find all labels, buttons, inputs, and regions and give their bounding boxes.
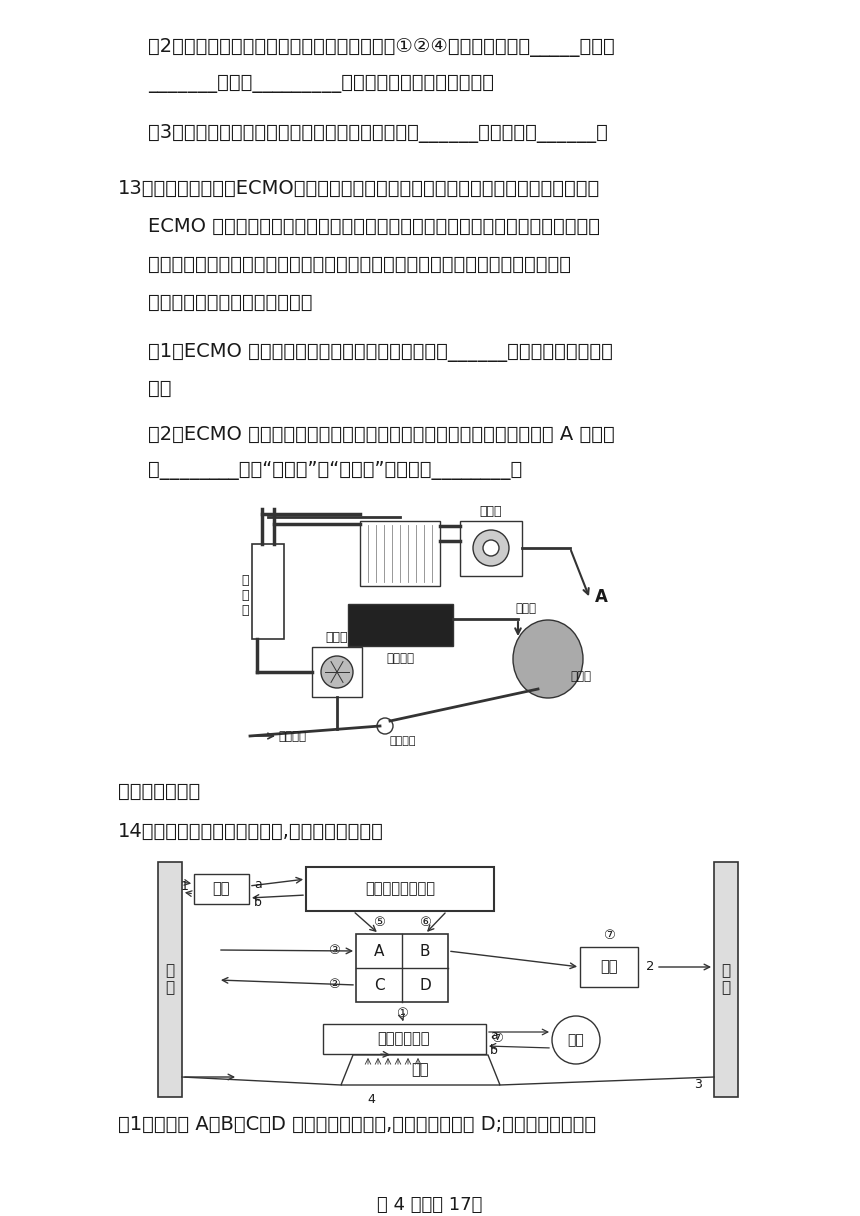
Text: 三、实验探究题: 三、实验探究题 xyxy=(118,782,200,801)
Text: _______系统、_________系统和循环系统这四个系统；: _______系统、_________系统和循环系统这四个系统； xyxy=(148,74,494,92)
Text: 第 4 页，公 17页: 第 4 页，公 17页 xyxy=(378,1197,482,1214)
Bar xyxy=(460,520,522,576)
Text: a: a xyxy=(254,878,261,891)
Text: 氧
合
器: 氧 合 器 xyxy=(242,574,249,617)
Text: （3）通过肺进入血液中的物质最终随血液循环到达______，其作用是______。: （3）通过肺进入血液中的物质最终随血液循环到达______，其作用是______… xyxy=(148,124,608,143)
Text: 小肠: 小肠 xyxy=(411,1063,429,1077)
Text: ①: ① xyxy=(396,1007,408,1020)
Text: ⑥: ⑥ xyxy=(419,916,431,929)
Text: 肺静脉: 肺静脉 xyxy=(570,670,591,683)
Text: （2）与人体细胞的代谢有直接关系的是：图中①②④分别代表人体的_____系统、: （2）与人体细胞的代谢有直接关系的是：图中①②④分别代表人体的_____系统、 xyxy=(148,38,615,57)
Ellipse shape xyxy=(513,620,583,698)
Text: ⑦: ⑦ xyxy=(603,929,615,942)
Text: 肾脏: 肾脏 xyxy=(600,959,617,974)
Text: A: A xyxy=(595,589,608,606)
Text: （1）ECMO 技术主要设备中的氧合器替代的是人体______（填器官名称）的功: （1）ECMO 技术主要设备中的氧合器替代的是人体______（填器官名称）的功 xyxy=(148,343,613,362)
Text: 肺部周围毛细血管: 肺部周围毛细血管 xyxy=(365,882,435,896)
Bar xyxy=(158,862,182,1097)
Text: 能。: 能。 xyxy=(148,379,171,398)
Text: b: b xyxy=(490,1045,498,1057)
Text: a: a xyxy=(490,1029,498,1042)
Text: （1）若图中 A、B、C、D 表示心脏的四个腔,其中壁最厚的是 D;在心房和心室之间: （1）若图中 A、B、C、D 表示心脏的四个腔,其中壁最厚的是 D;在心房和心室… xyxy=(118,1115,596,1135)
Circle shape xyxy=(552,1017,600,1064)
Bar xyxy=(356,934,448,1002)
Text: 13．新冠疫情期间，ECMO（体外肺膜氧合）技术的使用挤救了许多危重患者的生命。: 13．新冠疫情期间，ECMO（体外肺膜氧合）技术的使用挤救了许多危重患者的生命。 xyxy=(118,179,600,198)
Text: 3: 3 xyxy=(694,1079,702,1092)
Text: 外
界: 外 界 xyxy=(722,963,730,995)
Text: 接________（填“肺静脉”或“主动脉”）依据是________。: 接________（填“肺静脉”或“主动脉”）依据是________。 xyxy=(148,461,522,480)
Text: 上腔静脉: 上腔静脉 xyxy=(390,736,416,745)
Circle shape xyxy=(473,530,509,565)
Text: ②: ② xyxy=(328,979,340,991)
Text: 监测系统、医用物理升温仪等。: 监测系统、医用物理升温仪等。 xyxy=(148,293,312,313)
Bar xyxy=(323,1024,486,1054)
Text: B: B xyxy=(420,944,430,958)
Text: ECMO 技术的原理是将体内的静脉血引出体外，经过氧合器交换气体后注入病人的: ECMO 技术的原理是将体内的静脉血引出体外，经过氧合器交换气体后注入病人的 xyxy=(148,216,600,236)
Text: 肺泡: 肺泡 xyxy=(212,882,230,896)
Bar xyxy=(252,544,284,638)
Text: b: b xyxy=(254,896,262,910)
Bar xyxy=(714,862,738,1097)
Text: A: A xyxy=(374,944,384,958)
Bar xyxy=(306,867,494,911)
Text: 静脉或动脉，起到部分心肺替代作用，其主要设备包括氧合器、氧气泵、动力泵、: 静脉或动脉，起到部分心肺替代作用，其主要设备包括氧合器、氧气泵、动力泵、 xyxy=(148,255,571,274)
Bar xyxy=(580,947,638,987)
Text: 热交换器: 热交换器 xyxy=(386,652,414,665)
Text: 1: 1 xyxy=(181,880,189,894)
Text: 动力泵: 动力泵 xyxy=(326,631,348,644)
Text: （2）ECMO 技术在挤救心脏和肺功能衰竭的病人生命时（如图），导管 A 端应连: （2）ECMO 技术在挤救心脏和肺功能衰竭的病人生命时（如图），导管 A 端应连 xyxy=(148,426,615,444)
Circle shape xyxy=(377,717,393,734)
Text: 血流方向: 血流方向 xyxy=(278,730,306,743)
Text: ⑦: ⑦ xyxy=(491,1032,503,1046)
Text: 2: 2 xyxy=(646,961,654,974)
Circle shape xyxy=(321,655,353,688)
Polygon shape xyxy=(341,1055,500,1085)
Text: ⑤: ⑤ xyxy=(373,916,385,929)
Bar xyxy=(194,874,249,903)
Text: 组织毛细血管: 组织毛细血管 xyxy=(378,1031,430,1047)
Bar xyxy=(348,604,453,646)
Text: 14．如图表示的部分生理过程,请分析回答问题。: 14．如图表示的部分生理过程,请分析回答问题。 xyxy=(118,822,384,841)
Circle shape xyxy=(483,540,499,556)
Text: D: D xyxy=(419,978,431,992)
Text: 细胞: 细胞 xyxy=(568,1034,585,1047)
Text: 氧气泵: 氧气泵 xyxy=(480,505,502,518)
Bar xyxy=(360,520,440,586)
Text: 主动脉: 主动脉 xyxy=(515,602,536,615)
Text: 外
界: 外 界 xyxy=(165,963,175,995)
Bar xyxy=(312,647,362,697)
Text: 4: 4 xyxy=(367,1093,375,1107)
Text: ③: ③ xyxy=(328,945,340,957)
Text: C: C xyxy=(374,978,384,992)
